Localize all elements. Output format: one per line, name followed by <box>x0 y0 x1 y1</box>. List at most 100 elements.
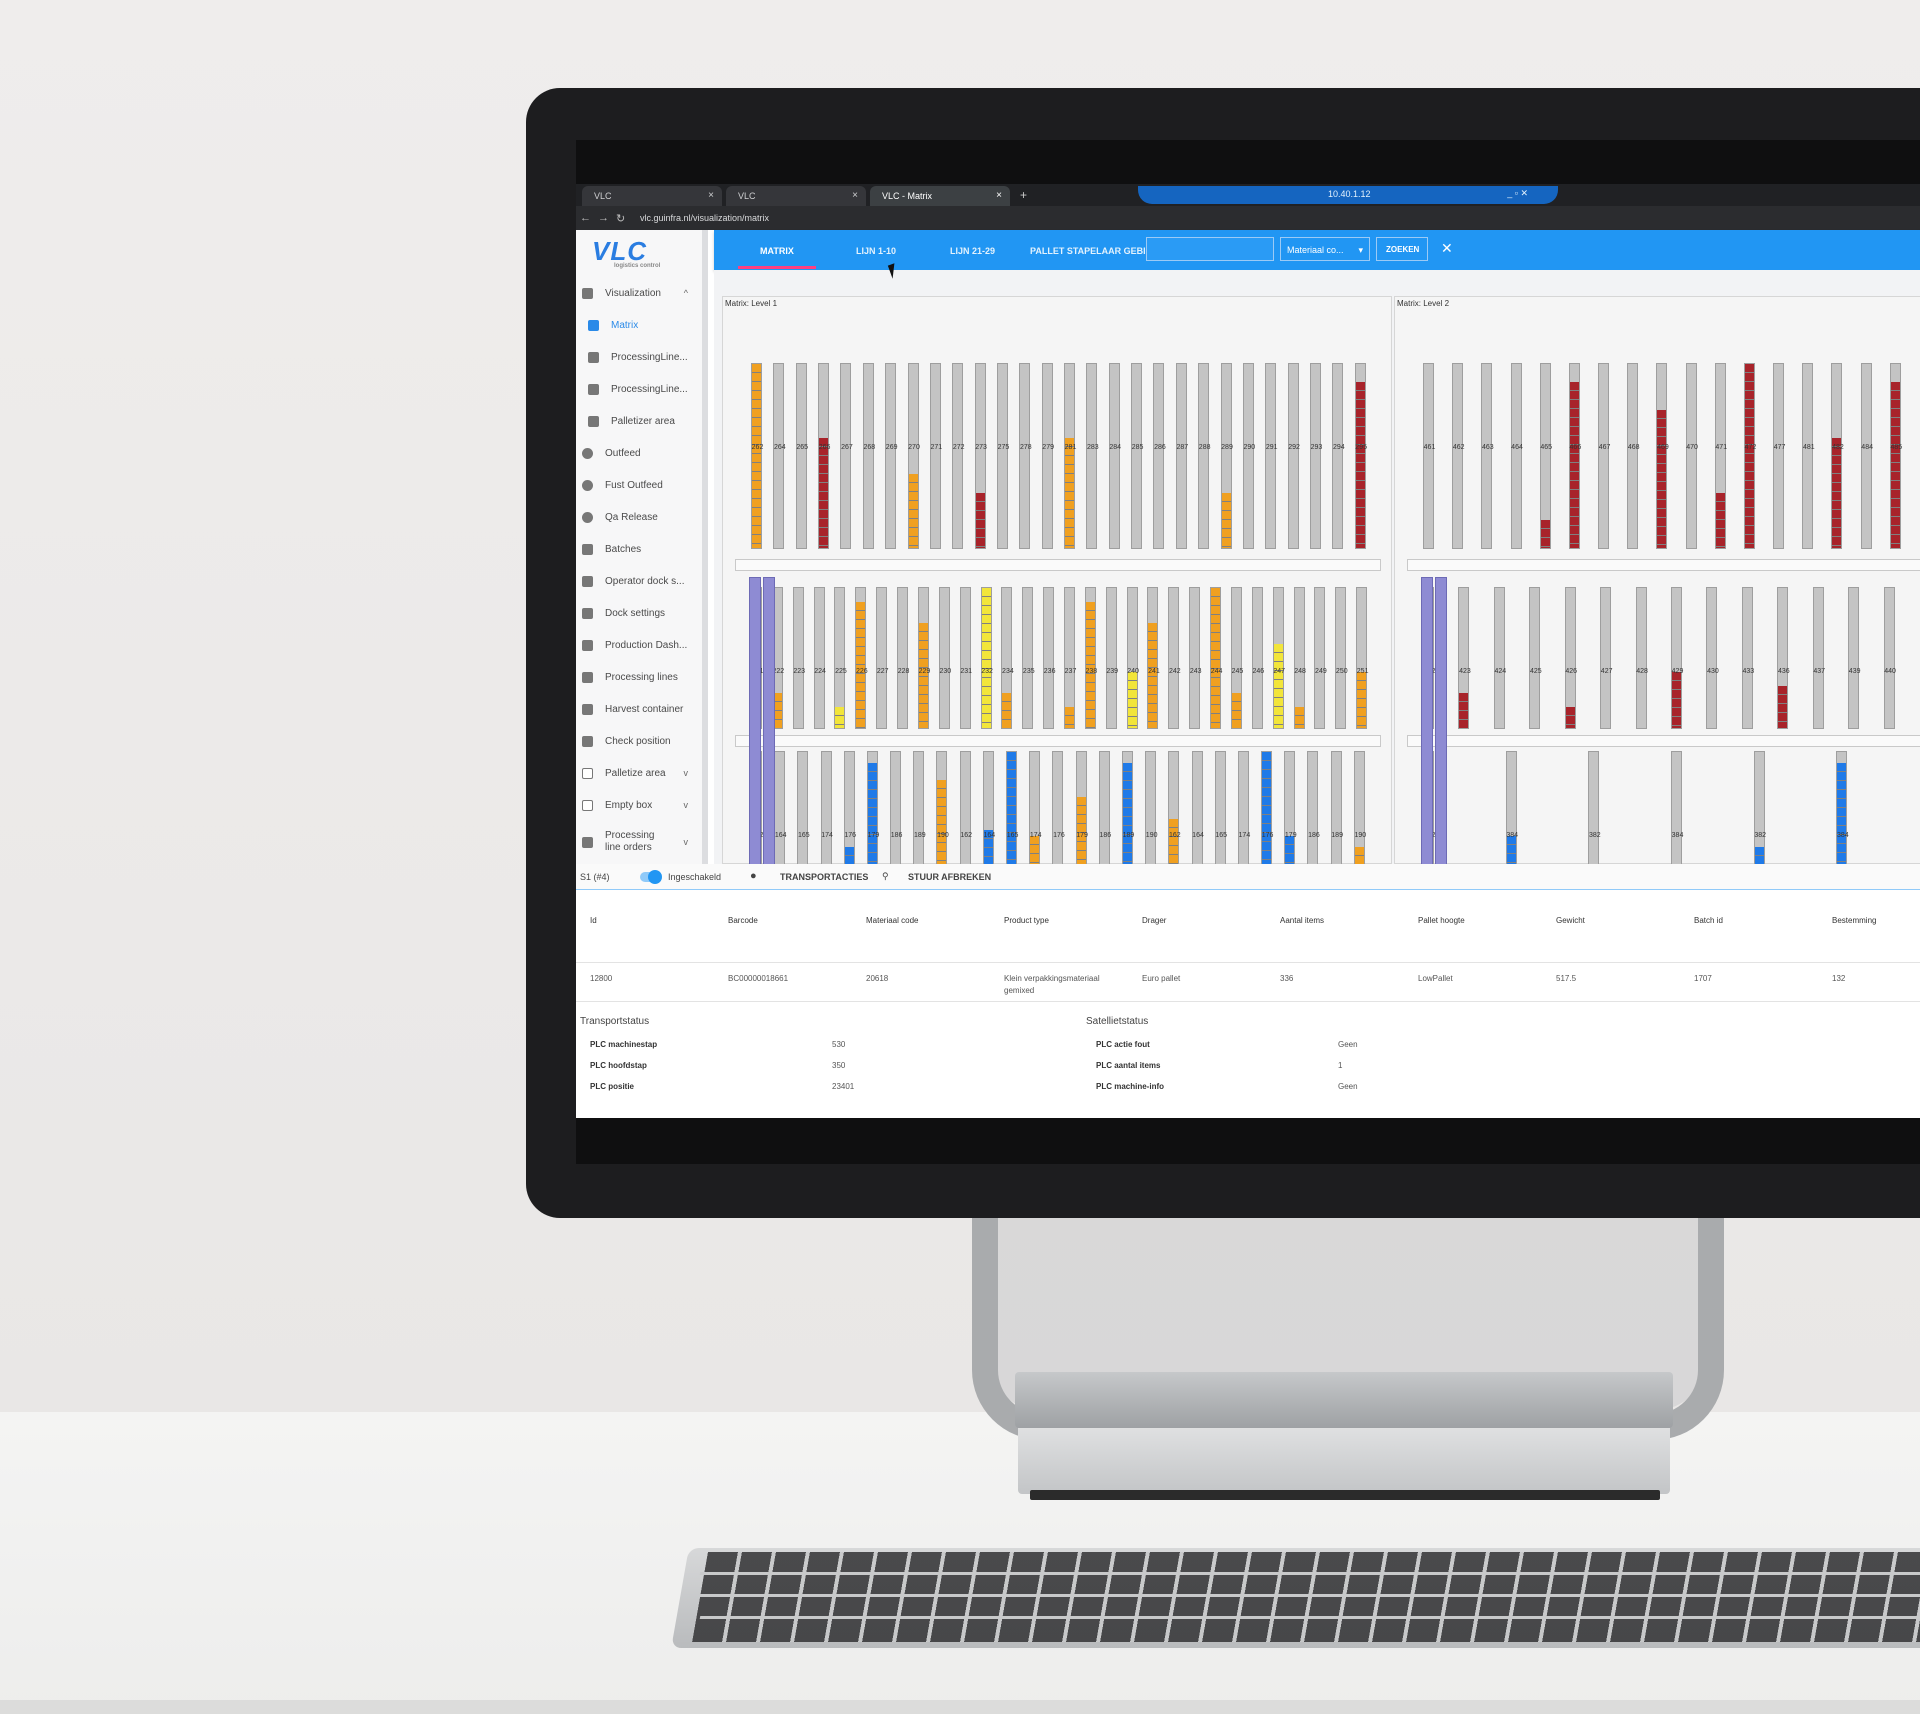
storage-lane[interactable]: 292 <box>1287 363 1300 549</box>
storage-lane[interactable]: 227 <box>876 587 889 729</box>
url-field[interactable]: vlc.guinfra.nl/visualization/matrix <box>640 213 770 223</box>
storage-lane[interactable]: 270 <box>907 363 920 549</box>
storage-lane[interactable]: 275 <box>996 363 1009 549</box>
storage-lane[interactable]: 164 <box>1191 751 1204 864</box>
close-icon[interactable]: ✕ <box>1441 240 1453 256</box>
storage-lane[interactable]: 224 <box>813 587 826 729</box>
storage-lane[interactable]: 179 <box>1284 751 1297 864</box>
storage-lane[interactable]: 464 <box>1510 363 1523 549</box>
storage-lane[interactable]: 265 <box>795 363 808 549</box>
storage-lane[interactable]: 269 <box>885 363 897 549</box>
storage-lane[interactable]: 174 <box>820 751 833 864</box>
info-icon[interactable]: ● <box>750 870 757 882</box>
storage-lane[interactable]: 231 <box>959 587 972 729</box>
storage-lane[interactable]: 290 <box>1242 363 1255 549</box>
storage-lane[interactable]: 424 <box>1493 587 1506 729</box>
sidebar-item-matrix[interactable]: Matrix <box>576 312 702 338</box>
storage-lane[interactable]: 472 <box>1743 363 1756 549</box>
column-header[interactable]: Aantal items <box>1280 916 1325 925</box>
storage-lane[interactable]: 273 <box>974 363 987 549</box>
close-tab-icon[interactable]: × <box>708 190 714 201</box>
storage-lane[interactable]: 176 <box>1261 751 1273 864</box>
sidebar-item-visualization[interactable]: Visualization ^ <box>576 280 702 306</box>
sidebar-item-palletizer-area[interactable]: Palletizer area <box>576 408 702 434</box>
search-input[interactable] <box>1146 237 1274 261</box>
browser-tab-active[interactable]: VLC - Matrix × <box>870 186 1010 206</box>
vlc-logo[interactable]: VLC logistics control <box>592 236 682 276</box>
storage-lane[interactable]: 382 <box>1753 751 1766 864</box>
storage-lane[interactable]: 294 <box>1332 363 1345 549</box>
storage-lane[interactable]: 279 <box>1041 363 1054 549</box>
sidebar-item-check-position[interactable]: Check position <box>576 728 702 754</box>
storage-lane[interactable]: 289 <box>1220 363 1233 549</box>
column-header[interactable]: Batch id <box>1694 916 1723 925</box>
storage-lane[interactable]: 232 <box>980 587 993 729</box>
tab-pallet-stapelaar-gebied[interactable]: PALLET STAPELAAR GEBIED <box>1030 246 1159 256</box>
storage-lane[interactable]: 236 <box>1043 587 1055 729</box>
storage-lane[interactable]: 268 <box>862 363 875 549</box>
storage-lane[interactable]: 262 <box>751 363 763 549</box>
sidebar-item-batches[interactable]: Batches <box>576 536 702 562</box>
storage-lane[interactable]: 164 <box>982 751 995 864</box>
storage-lane[interactable]: 477 <box>1773 363 1785 549</box>
storage-lane[interactable]: 230 <box>938 587 951 729</box>
storage-lane[interactable]: 267 <box>840 363 853 549</box>
storage-lane[interactable]: 423 <box>1458 587 1471 729</box>
table-row[interactable]: 12800 BC00000018661 20618 Klein verpakki… <box>576 962 1920 1002</box>
storage-lane[interactable]: 471 <box>1714 363 1727 549</box>
stop-button[interactable]: STUUR AFBREKEN <box>908 872 992 882</box>
storage-lane[interactable]: 164 <box>774 751 787 864</box>
storage-lane[interactable]: 266 <box>818 363 830 549</box>
browser-tab[interactable]: VLC × <box>582 186 722 206</box>
sidebar-item-processingline-1[interactable]: ProcessingLine... <box>576 344 702 370</box>
storage-lane[interactable]: 440 <box>1883 587 1896 729</box>
storage-lane[interactable]: 283 <box>1086 363 1099 549</box>
column-header[interactable]: Product type <box>1004 916 1049 925</box>
storage-lane[interactable]: 425 <box>1529 587 1542 729</box>
shuttle-rail[interactable] <box>763 577 775 864</box>
storage-lane[interactable]: 250 <box>1335 587 1348 729</box>
storage-lane[interactable]: 271 <box>929 363 942 549</box>
reload-icon[interactable]: ↻ <box>616 213 626 225</box>
storage-lane[interactable]: 272 <box>952 363 965 549</box>
sidebar-item-fust-outfeed[interactable]: Fust Outfeed <box>576 472 702 498</box>
storage-lane[interactable]: 288 <box>1198 363 1210 549</box>
storage-lane[interactable]: 426 <box>1564 587 1577 729</box>
storage-lane[interactable]: 179 <box>1075 751 1088 864</box>
storage-lane[interactable]: 174 <box>1237 751 1250 864</box>
storage-lane[interactable]: 470 <box>1685 363 1698 549</box>
storage-lane[interactable]: 247 <box>1272 587 1285 729</box>
storage-lane[interactable]: 384 <box>1836 751 1849 864</box>
storage-lane[interactable]: 439 <box>1848 587 1860 729</box>
storage-lane[interactable]: 165 <box>1214 751 1227 864</box>
storage-lane[interactable]: 286 <box>1153 363 1166 549</box>
storage-lane[interactable]: 162 <box>959 751 972 864</box>
sidebar-item-dock-settings[interactable]: Dock settings <box>576 600 702 626</box>
sidebar-item-processing-lines[interactable]: Processing lines <box>576 664 702 690</box>
storage-lane[interactable]: 189 <box>913 751 926 864</box>
storage-lane[interactable]: 190 <box>1145 751 1157 864</box>
search-button[interactable]: ZOEKEN <box>1376 237 1428 261</box>
sidebar-item-palletize-area[interactable]: Palletize area v <box>576 760 702 786</box>
storage-lane[interactable]: 467 <box>1598 363 1610 549</box>
close-tab-icon[interactable]: × <box>996 190 1002 201</box>
sidebar-item-production-dashboard[interactable]: Production Dash... <box>576 632 702 658</box>
storage-lane[interactable]: 165 <box>797 751 810 864</box>
storage-lane[interactable]: 429 <box>1671 587 1683 729</box>
storage-lane[interactable]: 427 <box>1600 587 1612 729</box>
storage-lane[interactable]: 165 <box>1006 751 1018 864</box>
storage-lane[interactable]: 287 <box>1175 363 1188 549</box>
storage-lane[interactable]: 293 <box>1309 363 1322 549</box>
storage-lane[interactable]: 189 <box>1121 751 1134 864</box>
storage-lane[interactable]: 484 <box>1860 363 1873 549</box>
new-tab-button[interactable]: + <box>1020 188 1028 202</box>
storage-lane[interactable]: 223 <box>792 587 805 729</box>
material-code-select[interactable]: Materiaal co... ▾ <box>1280 237 1370 261</box>
storage-lane[interactable]: 465 <box>1539 363 1552 549</box>
storage-lane[interactable]: 179 <box>866 751 879 864</box>
storage-lane[interactable]: 481 <box>1802 363 1815 549</box>
storage-lane[interactable]: 468 <box>1627 363 1640 549</box>
shuttle-rail[interactable] <box>1421 577 1433 864</box>
storage-lane[interactable]: 461 <box>1423 363 1435 549</box>
storage-lane[interactable]: 384 <box>1671 751 1683 864</box>
